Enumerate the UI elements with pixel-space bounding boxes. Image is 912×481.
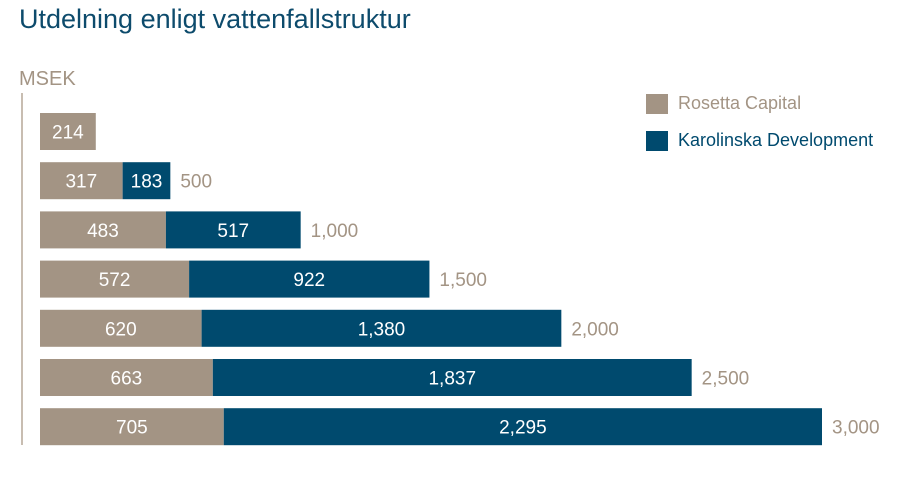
bar-segment bbox=[40, 309, 202, 347]
data-label: 214 bbox=[52, 123, 84, 144]
bar-segment bbox=[223, 408, 822, 446]
data-label: 483 bbox=[87, 221, 119, 242]
y-axis-line bbox=[21, 93, 23, 445]
bar-segment bbox=[40, 211, 166, 249]
legend-swatch bbox=[646, 130, 668, 151]
data-label: 1,837 bbox=[428, 369, 476, 390]
chart-title: Utdelning enligt vattenfallstruktur bbox=[19, 4, 411, 34]
data-label: 663 bbox=[111, 369, 143, 390]
data-label: 705 bbox=[116, 418, 148, 439]
bar-segment bbox=[40, 113, 96, 150]
bar-segment bbox=[40, 260, 190, 298]
unit-label: MSEK bbox=[19, 68, 76, 90]
total-label: 1,500 bbox=[439, 270, 487, 291]
legend-label: Rosetta Capital bbox=[678, 93, 802, 113]
bar-segment bbox=[165, 211, 301, 249]
data-label: 517 bbox=[217, 221, 249, 242]
data-label: 183 bbox=[131, 172, 163, 193]
data-label: 1,380 bbox=[358, 319, 406, 340]
total-label: 2,000 bbox=[571, 319, 619, 340]
bar-segment bbox=[122, 162, 171, 200]
data-label: 572 bbox=[99, 270, 131, 291]
total-label: 500 bbox=[180, 172, 212, 193]
bar-segment bbox=[201, 309, 562, 347]
bar-segment bbox=[40, 359, 213, 396]
data-label: 620 bbox=[105, 319, 137, 340]
legend-swatch bbox=[646, 93, 668, 114]
legend-label: Karolinska Development bbox=[678, 130, 874, 150]
data-label: 317 bbox=[65, 172, 97, 193]
bar-segment bbox=[212, 359, 692, 396]
bar-segment bbox=[40, 162, 123, 200]
data-label: 922 bbox=[293, 270, 325, 291]
legend-item-rosetta: Rosetta Capital bbox=[646, 93, 801, 114]
data-label: 2,295 bbox=[499, 418, 547, 439]
bar-segment bbox=[40, 408, 224, 446]
bar-segment bbox=[189, 260, 430, 298]
total-label: 1,000 bbox=[311, 221, 359, 242]
legend-item-karolinska: Karolinska Development bbox=[646, 130, 873, 151]
total-label: 3,000 bbox=[832, 418, 880, 439]
total-label: 2,500 bbox=[702, 369, 750, 390]
